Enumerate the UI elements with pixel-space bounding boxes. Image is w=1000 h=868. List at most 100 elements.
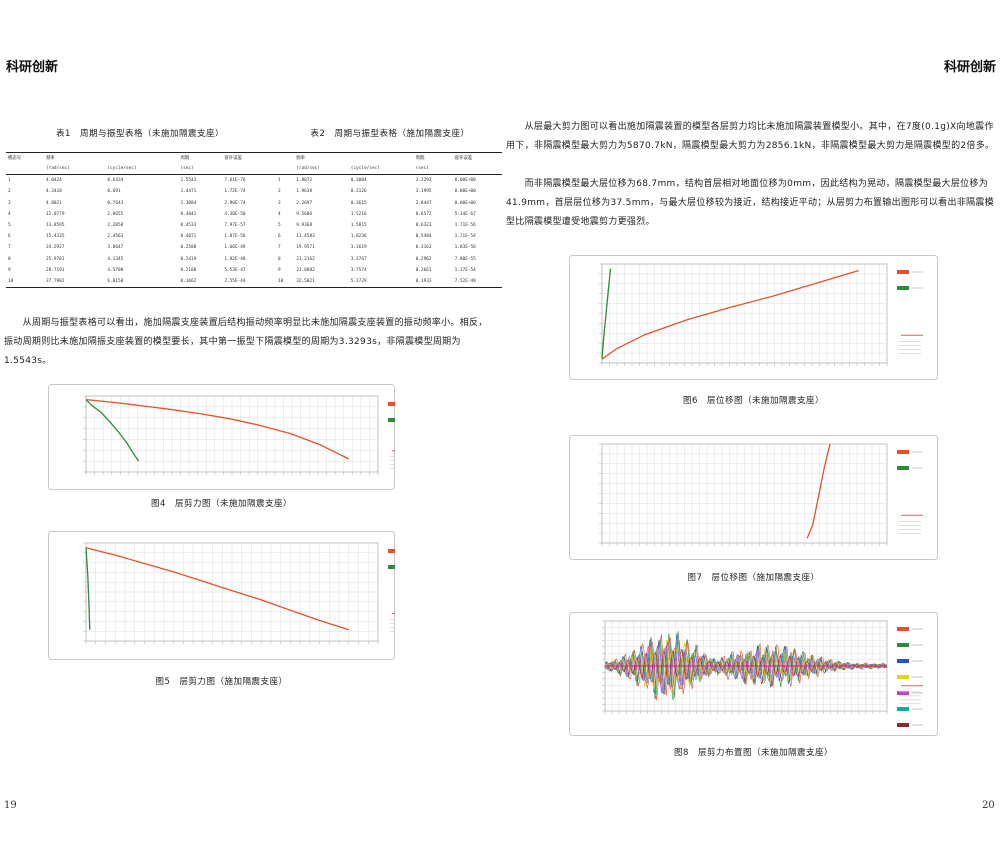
table-cell (105, 152, 179, 163)
table-cell: 37.7982 (43, 275, 106, 289)
table-cell: 1.71E-56 (454, 223, 476, 229)
table-row: 4 9.5606 1.5216 0.6572 5.34E-67 (276, 209, 502, 220)
page-number-right: 20 (982, 800, 995, 811)
table-cell: 3.1619 (350, 245, 367, 251)
table-cell: 0.4071 (180, 234, 197, 240)
right-paragraph-1: 从层最大剪力图可以看出施加隔震装置的模型各层剪力均比未施加隔震装置模型小。其中，… (506, 122, 995, 151)
table-cell: (sec) (413, 163, 453, 176)
table-row: 4 12.0779 2.0655 0.4841 4.30E-50 (6, 209, 278, 220)
figure-5-story-shear-chart (48, 531, 395, 660)
table-cell: 4.1345 (107, 256, 124, 262)
table-cell: 32.5021 (294, 275, 349, 289)
table-cell: 5.34E-67 (454, 211, 476, 217)
table-header-row: 模态号 频率 周期 容许误差 (6, 152, 278, 163)
legend-swatch (897, 450, 909, 454)
table-cell: 25.9781 (45, 256, 65, 262)
series-line (604, 649, 888, 682)
table-cell: 28.7191 (45, 267, 65, 273)
table-cell: 2.8447 (415, 200, 432, 206)
figure-5-caption: 图5 层剪力图（施加隔震支座） (155, 677, 288, 687)
table-cell: 8 (8, 256, 11, 262)
legend-swatch (388, 549, 395, 553)
table-row: 2 1.9638 0.3126 3.1995 0.00E+00 (276, 186, 502, 197)
table-cell: 15.4335 (45, 234, 65, 240)
table-cell: 13.8595 (45, 223, 65, 229)
table-header-row: (rad/sec) (cycle/sec) (sec) (6, 163, 278, 176)
table-cell: 11.4583 (296, 234, 315, 240)
table-cell: (cycle/sec) (105, 163, 179, 176)
table-cell: 2.55E-44 (222, 275, 278, 289)
table-cell: 0.00E+00 (454, 200, 476, 206)
table-cell: 周期 (413, 152, 453, 163)
table-cell: 0.6323 (415, 223, 432, 229)
table-cell: 6 (8, 234, 11, 240)
page-number-left: 19 (4, 800, 17, 811)
legend-swatch (897, 627, 909, 631)
series-line (85, 399, 140, 462)
table-cell: 7.97E-57 (224, 223, 246, 229)
table-cell: 0.6434 (107, 178, 124, 184)
table-header-row: (rad/sec) (cycle/sec) (sec) (276, 163, 502, 176)
table-cell: 7 (278, 245, 281, 251)
table-cell: 1.5216 (350, 211, 367, 217)
series-line (85, 547, 349, 631)
table1-caption: 表1 周期与振型表格（未施加隔震支座） (56, 129, 224, 139)
table-cell: 2 (278, 189, 281, 195)
table-cell (276, 163, 295, 176)
legend-swatch (388, 565, 395, 569)
table-cell: 7 (8, 245, 11, 251)
figure-8-shear-distribution-chart (569, 612, 938, 736)
legend-swatch (897, 270, 909, 274)
table-cell: 9.9368 (296, 223, 313, 229)
figure-6-story-displacement-chart (569, 255, 938, 380)
table-cell: 23.8082 (296, 267, 315, 273)
table-row: 5 9.9368 1.5815 0.6323 1.71E-56 (276, 220, 502, 231)
table-cell: 5 (278, 223, 281, 229)
table-header-row: 频率 周期 容许误差 (276, 152, 502, 163)
figure-7-story-displacement-chart (569, 435, 938, 560)
table-cell: 周期 (178, 152, 223, 163)
legend-swatch (897, 643, 909, 647)
table-cell: 4 (8, 211, 11, 217)
table-cell: (sec) (178, 163, 223, 176)
table-cell: 12.0779 (45, 211, 65, 217)
table-cell: 1.17E-54 (454, 267, 476, 273)
header-left: 科研创新 (6, 60, 59, 75)
right-paragraph-2: 而非隔震模型最大层位移为68.7mm，结构首层相对地面位移为0mm，因此结构为晃… (506, 179, 994, 227)
legend-swatch (897, 675, 909, 679)
table-cell: 5 (8, 223, 11, 229)
table-cell: 6.0158 (105, 275, 179, 289)
table-cell: 3.3767 (350, 256, 367, 262)
table-cell: 容许误差 (222, 152, 278, 163)
table-cell (6, 163, 44, 176)
legend-swatch (897, 691, 909, 695)
table-cell: 频率 (294, 152, 349, 163)
table-cell: 2.90E-74 (224, 200, 246, 206)
legend-swatch (388, 418, 395, 422)
table-cell: 1.92E-48 (224, 256, 246, 262)
table-row: 3 4.8021 0.7643 1.3084 2.90E-74 (6, 198, 278, 209)
table-row: 10 37.7982 6.0158 0.1662 2.55E-44 (6, 275, 278, 289)
table-cell (222, 163, 278, 176)
period-mode-table-1: 模态号 频率 周期 容许误差 (rad/sec) (cycle/sec) (sec) 1 4.0… (6, 152, 278, 289)
table-cell: 5.1729 (348, 275, 414, 289)
table-cell: 1.71E-54 (454, 234, 476, 240)
table-cell: 0.2661 (415, 267, 432, 273)
table-cell: 频率 (43, 152, 106, 163)
table-row: 7 24.2927 3.8647 0.2588 1.66E-49 (6, 242, 278, 253)
table-cell: 1.8236 (350, 234, 367, 240)
table-cell: 3.3293 (415, 178, 432, 184)
table-cell: 9.5606 (296, 211, 313, 217)
table-cell: 0.2962 (415, 256, 432, 262)
table-cell: 1.8872 (296, 178, 313, 184)
table-cell: 4 (278, 211, 281, 217)
table-cell: 0.7643 (107, 200, 124, 206)
table-row: 10 32.5021 5.1729 0.1933 7.52E-49 (276, 275, 502, 289)
table-cell: 4.0424 (45, 178, 62, 184)
table-row: 1 4.0424 0.6434 1.5543 7.61E-76 (6, 175, 278, 187)
table-cell (276, 152, 295, 163)
table-cell: (cycle/sec) (348, 163, 414, 176)
table-cell: 0.2419 (180, 256, 197, 262)
table-row: 2 4.3418 0.691 1.4471 1.72E-74 (6, 186, 278, 197)
table-cell: 0.1933 (413, 275, 453, 289)
